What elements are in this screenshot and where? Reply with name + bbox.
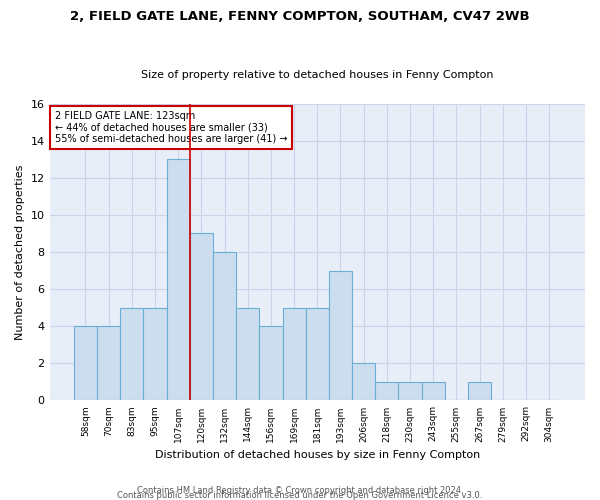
Text: 2 FIELD GATE LANE: 123sqm
← 44% of detached houses are smaller (33)
55% of semi-: 2 FIELD GATE LANE: 123sqm ← 44% of detac… bbox=[55, 111, 287, 144]
Bar bbox=[398, 382, 422, 400]
Bar bbox=[120, 308, 143, 400]
Text: Contains HM Land Registry data © Crown copyright and database right 2024.: Contains HM Land Registry data © Crown c… bbox=[137, 486, 463, 495]
Bar bbox=[329, 270, 352, 400]
Bar bbox=[259, 326, 283, 400]
Text: 2, FIELD GATE LANE, FENNY COMPTON, SOUTHAM, CV47 2WB: 2, FIELD GATE LANE, FENNY COMPTON, SOUTH… bbox=[70, 10, 530, 23]
X-axis label: Distribution of detached houses by size in Fenny Compton: Distribution of detached houses by size … bbox=[155, 450, 480, 460]
Bar bbox=[74, 326, 97, 400]
Bar bbox=[97, 326, 120, 400]
Y-axis label: Number of detached properties: Number of detached properties bbox=[15, 164, 25, 340]
Title: Size of property relative to detached houses in Fenny Compton: Size of property relative to detached ho… bbox=[141, 70, 494, 81]
Bar bbox=[190, 234, 213, 400]
Bar bbox=[352, 364, 375, 401]
Bar bbox=[305, 308, 329, 400]
Bar bbox=[283, 308, 305, 400]
Bar bbox=[167, 159, 190, 400]
Bar bbox=[422, 382, 445, 400]
Bar bbox=[468, 382, 491, 400]
Bar bbox=[143, 308, 167, 400]
Bar bbox=[375, 382, 398, 400]
Text: Contains public sector information licensed under the Open Government Licence v3: Contains public sector information licen… bbox=[118, 491, 482, 500]
Bar bbox=[213, 252, 236, 400]
Bar bbox=[236, 308, 259, 400]
